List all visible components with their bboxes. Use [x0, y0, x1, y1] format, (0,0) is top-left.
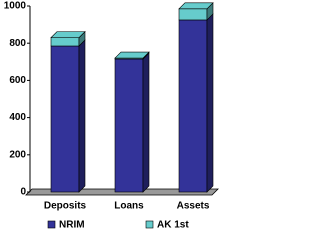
- bar: [50, 45, 80, 193]
- y-tick-label: 400: [9, 112, 26, 123]
- bar-top: [50, 31, 86, 38]
- legend-label: AK 1st: [157, 220, 189, 231]
- bar-top: [114, 51, 150, 59]
- y-tick-label: 0: [20, 187, 26, 198]
- bar: [178, 8, 208, 21]
- bar-side: [142, 52, 150, 193]
- x-tick-label: Deposits: [44, 201, 87, 212]
- bar-side: [206, 13, 214, 193]
- bar: [50, 37, 80, 47]
- bar-side: [78, 39, 86, 193]
- bar: [114, 58, 144, 193]
- x-tick-label: Loans: [114, 201, 144, 212]
- legend-label: NRIM: [59, 220, 85, 231]
- bar: [178, 19, 208, 193]
- chart: 0 200 400 600 800 1000 Deposits Loans Assets NRIM…: [4, 1, 219, 231]
- y-tick-label: 200: [9, 149, 26, 160]
- bar-top: [178, 2, 214, 10]
- legend-swatch: [145, 220, 154, 229]
- y-tick-label: 1000: [4, 1, 27, 12]
- y-tick-label: 800: [9, 38, 26, 49]
- legend-swatch: [47, 220, 56, 229]
- x-tick-label: Assets: [177, 201, 210, 212]
- y-tick-label: 600: [9, 75, 26, 86]
